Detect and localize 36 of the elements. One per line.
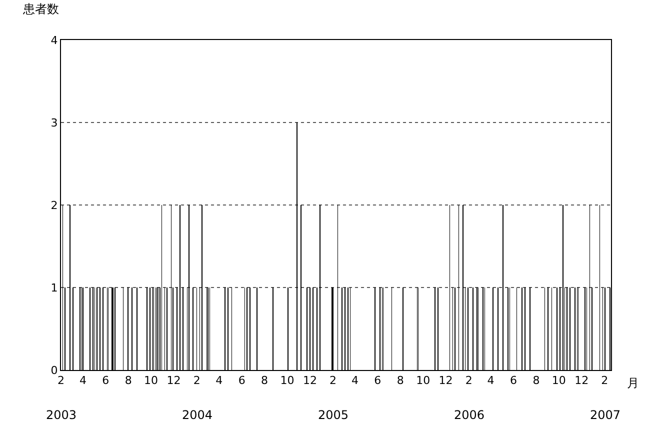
x-tick-label: 10: [144, 374, 158, 388]
x-tick-label: 8: [532, 374, 540, 388]
x-axis-title: 月: [627, 376, 639, 390]
x-tick-label: 12: [166, 374, 181, 388]
text: 2004: [182, 408, 213, 422]
text: 2003: [46, 408, 77, 422]
x-tick-label: 10: [552, 374, 566, 388]
text: 2005: [318, 408, 349, 422]
x-tick-label: 4: [487, 374, 494, 388]
x-tick-label: 2: [601, 374, 608, 388]
y-tick-label: 0: [50, 364, 58, 377]
text: 2007: [590, 408, 621, 422]
x-tick-label: 12: [438, 374, 453, 388]
text: 2006: [454, 408, 485, 422]
x-tick-label: 4: [351, 374, 358, 388]
y-tick-label: 1: [50, 281, 58, 294]
x-tick-label: 6: [510, 374, 517, 388]
x-tick-label: 8: [124, 374, 132, 388]
x-tick-label: 2: [465, 374, 472, 388]
x-tick-label: 6: [238, 374, 246, 388]
x-tick-label: 2: [330, 374, 337, 388]
x-tick-label: 4: [216, 374, 223, 388]
y-axis-title: 患者数: [22, 2, 59, 16]
x-tick-label: 12: [302, 374, 317, 388]
x-tick-label: 12: [574, 374, 589, 388]
x-tick-label: 10: [416, 374, 430, 388]
x-tick-label: 10: [280, 374, 294, 388]
y-tick-label: 2: [50, 198, 58, 212]
y-tick-label: 3: [50, 116, 58, 130]
x-tick-label: 2: [193, 374, 200, 388]
x-tick-label: 8: [396, 374, 404, 388]
x-tick-label: 6: [374, 374, 382, 388]
y-tick-label: 4: [50, 34, 58, 47]
x-tick-label: 4: [79, 374, 86, 388]
x-tick-label: 6: [102, 374, 110, 388]
x-tick-label: 8: [261, 374, 268, 388]
